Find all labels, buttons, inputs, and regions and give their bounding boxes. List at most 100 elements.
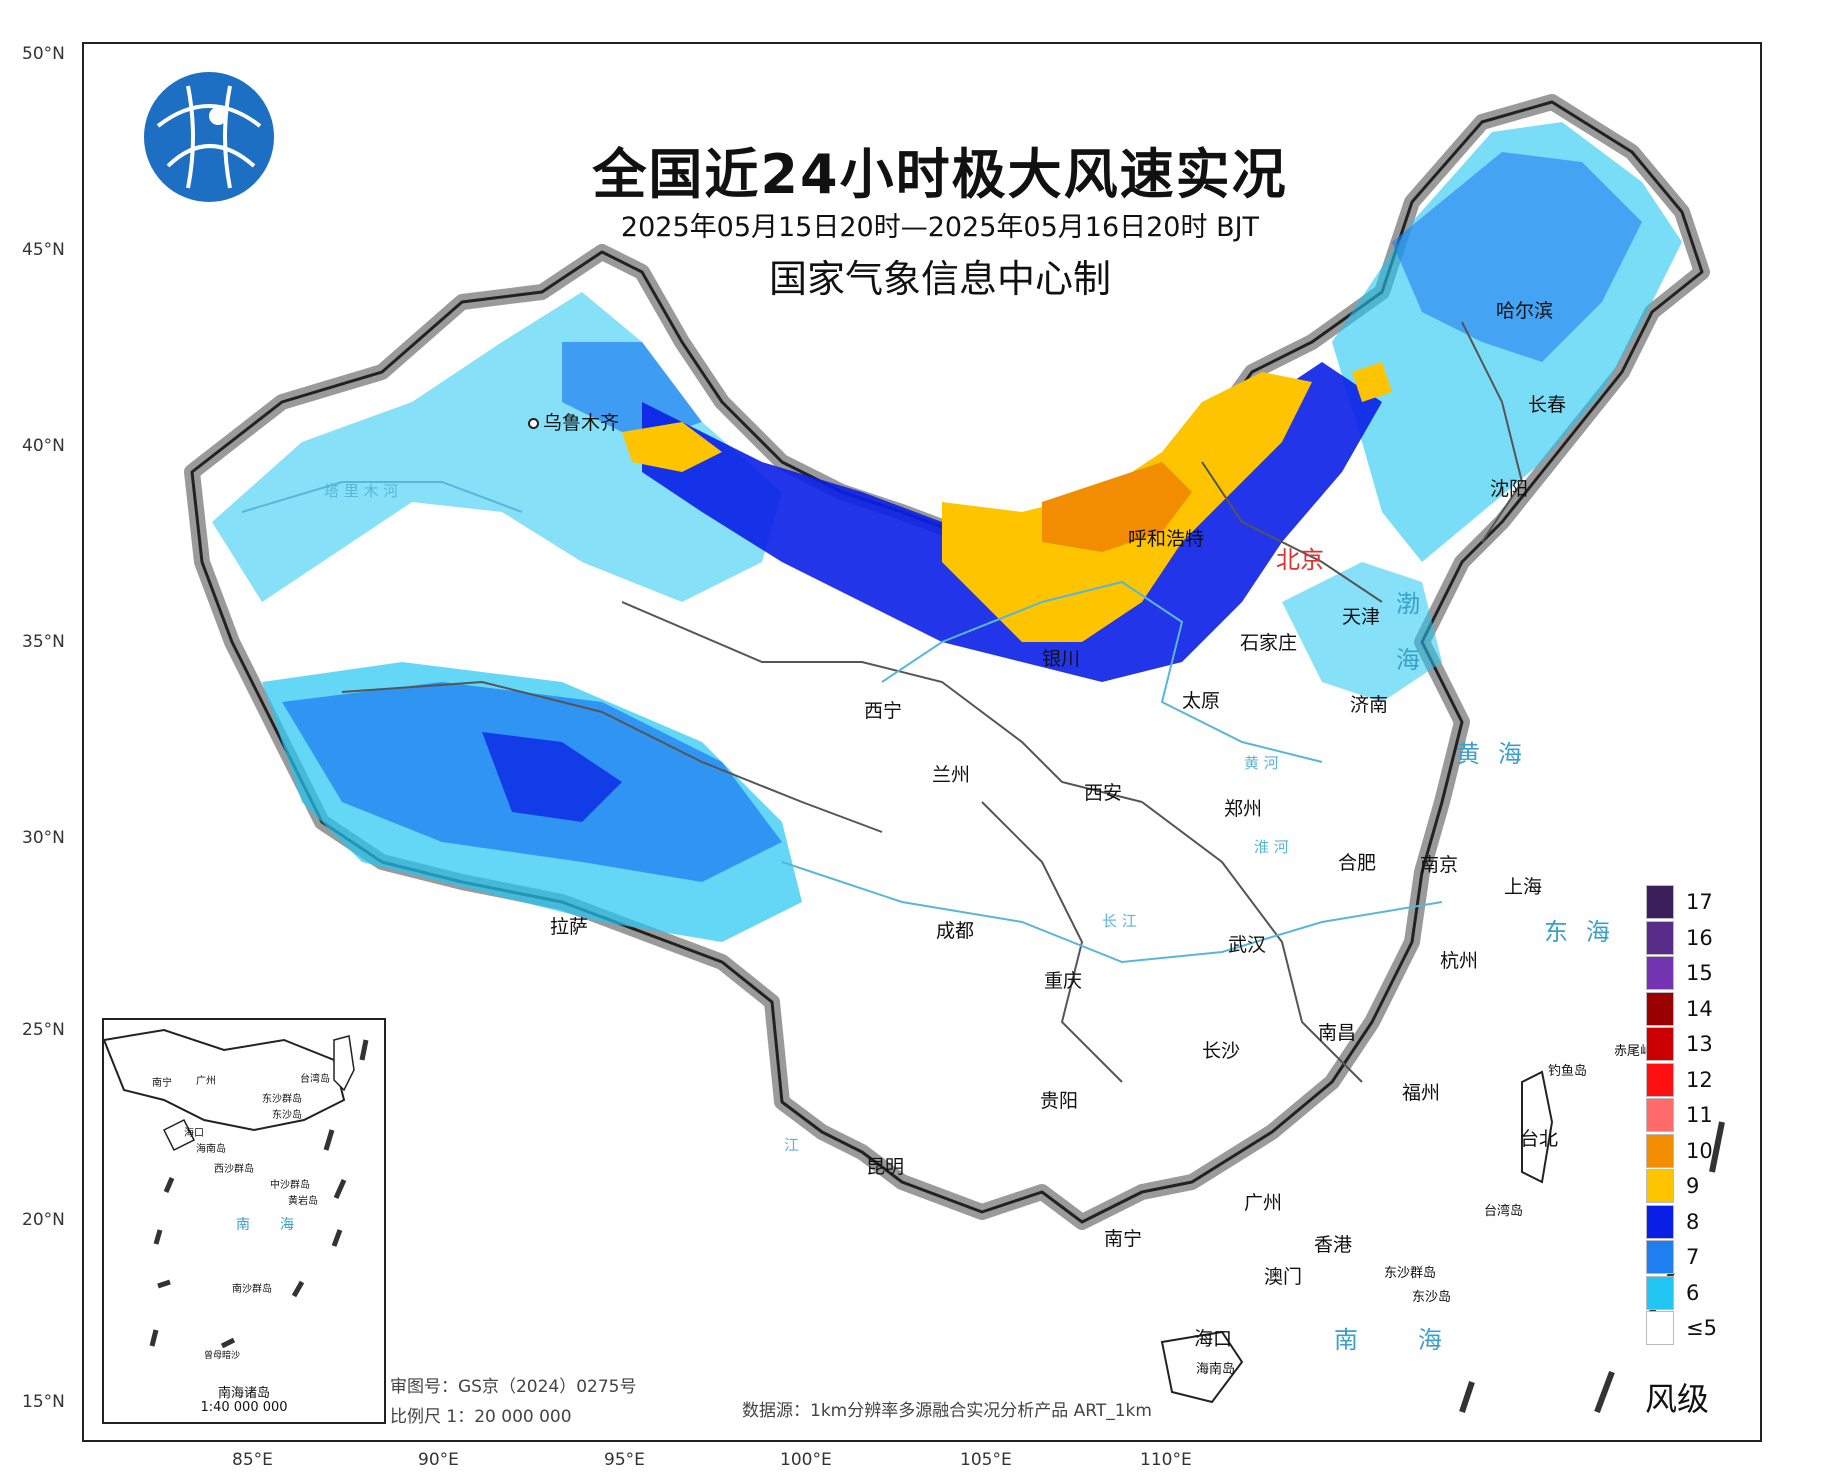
map-scale: 比例尺 1：20 000 000 (390, 1407, 572, 1427)
city-jinan: 济南 (1350, 694, 1389, 716)
taiwan-island (1521, 1070, 1554, 1184)
inset-map (104, 1028, 369, 1349)
lon-label-110: 110°E (1140, 1450, 1192, 1470)
city-yinchuan: 银川 (1042, 648, 1081, 670)
city-shijiazhuang: 石家庄 (1240, 632, 1298, 654)
wind-zone-8-tibet (482, 732, 622, 822)
inset-label-nansha: 南沙群岛 (232, 1284, 272, 1295)
lat-label-15: 15°N (22, 1392, 65, 1412)
legend-swatch-0 (1646, 885, 1674, 919)
city-changchun: 长春 (1528, 394, 1567, 416)
inset-label-huangyan: 黄岩岛 (288, 1196, 318, 1207)
city-guangzhou: 广州 (1244, 1192, 1283, 1214)
inset-label-nanning: 南宁 (152, 1078, 172, 1089)
wind-zone-7-northeast (1392, 152, 1642, 362)
wind-zone-9-patch (1352, 362, 1392, 402)
river-huanghe (881, 580, 1323, 763)
lon-label-90: 90°E (418, 1450, 459, 1470)
city-chongqing: 重庆 (1044, 970, 1083, 992)
sea-bohai: 渤海 (1396, 590, 1420, 674)
legend-label-11: 6 (1686, 1280, 1700, 1305)
legend-swatch-3 (1646, 991, 1674, 1026)
city-wuhan: 武汉 (1228, 934, 1267, 956)
inset-label-hai: 海 (280, 1217, 294, 1233)
legend-swatch-2 (1646, 956, 1674, 990)
legend-swatch-5 (1646, 1062, 1674, 1097)
map-frame (82, 42, 1762, 1442)
city-nanjing: 南京 (1420, 854, 1459, 876)
inset-label-hainan: 海南岛 (196, 1144, 226, 1155)
inset-label-nan: 南 (236, 1217, 250, 1233)
city-changsha: 长沙 (1202, 1040, 1241, 1062)
lat-label-20: 20°N (22, 1210, 65, 1230)
island-hainan: 海南岛 (1196, 1362, 1236, 1377)
city-kunming: 昆明 (866, 1156, 905, 1178)
map-title: 全国近24小时极大风速实况 (592, 143, 1288, 206)
city-haikou: 海口 (1194, 1328, 1233, 1350)
south-china-sea-inset: 南宁 广州 台湾岛 东沙群岛 东沙岛 海口 海南岛 西沙群岛 中沙群岛 黄岩岛 … (102, 1018, 386, 1424)
city-hefei: 合肥 (1338, 852, 1377, 874)
river-zhujiang-label: 江 (784, 1136, 800, 1154)
wind-map (184, 94, 1725, 1414)
map-maker: 国家气象信息中心制 (768, 257, 1111, 301)
wind-zone-9-xinjiang (622, 422, 722, 472)
legend-label-5: 12 (1686, 1067, 1713, 1092)
legend-label-3: 14 (1686, 996, 1713, 1021)
city-lhasa: 拉萨 (550, 916, 589, 938)
inset-label-zhongsha: 中沙群岛 (270, 1180, 310, 1191)
lon-label-95: 95°E (604, 1450, 645, 1470)
city-chengdu: 成都 (936, 920, 975, 942)
legend-swatch-8 (1646, 1169, 1674, 1203)
lat-label-30: 30°N (22, 828, 65, 848)
wind-zone-6-east (1282, 562, 1442, 702)
legend-label-12: ≤5 (1686, 1316, 1717, 1340)
city-guiyang: 贵阳 (1040, 1090, 1079, 1112)
city-shanghai: 上海 (1504, 876, 1543, 898)
inset-label-dongsha: 东沙群岛 (262, 1094, 302, 1105)
city-hohhot: 呼和浩特 (1128, 528, 1205, 550)
lat-label-35: 35°N (22, 632, 65, 652)
city-urumqi: 乌鲁木齐 (528, 408, 619, 435)
map-subtitle: 2025年05月15日20时—2025年05月16日20时 BJT (620, 212, 1260, 243)
legend-swatch-10 (1646, 1240, 1674, 1274)
city-xining: 西宁 (864, 700, 903, 722)
inset-label-guangzhou: 广州 (196, 1076, 216, 1087)
city-nanning: 南宁 (1104, 1228, 1143, 1250)
river-changjiang-label: 长 江 (1102, 912, 1137, 930)
legend-swatch-4 (1646, 1027, 1674, 1061)
lat-label-45: 45°N (22, 240, 65, 260)
legend-label-2: 15 (1686, 961, 1713, 985)
review-number: 审图号：GS京（2024）0275号 (390, 1377, 637, 1397)
city-tianjin: 天津 (1342, 606, 1381, 628)
inset-label-taiwan: 台湾岛 (300, 1074, 330, 1085)
lon-label-105: 105°E (960, 1450, 1012, 1470)
wind-zone-8 (642, 362, 1382, 682)
inset-label-dongsha-dao: 东沙岛 (272, 1110, 302, 1121)
city-taipei: 台北 (1520, 1128, 1559, 1150)
island-diaoyu: 钓鱼岛 (1548, 1064, 1588, 1079)
legend-swatch-7 (1646, 1133, 1674, 1168)
legend-title: 风级 (1645, 1380, 1710, 1418)
lon-label-85: 85°E (232, 1450, 273, 1470)
city-hangzhou: 杭州 (1440, 950, 1479, 972)
legend-label-1: 16 (1686, 925, 1713, 950)
cma-logo (142, 70, 276, 204)
sea-huanghai: 黄海 (1456, 740, 1540, 768)
legend-label-4: 13 (1686, 1032, 1713, 1056)
inset-label-zengmu: 曾母暗沙 (204, 1351, 241, 1361)
lat-label-50: 50°N (22, 44, 65, 64)
lat-label-25: 25°N (22, 1020, 65, 1040)
city-beijing: 北京 (1276, 546, 1324, 574)
legend-label-7: 10 (1686, 1138, 1713, 1163)
inset-label-haikou: 海口 (184, 1128, 204, 1139)
legend-label-0: 17 (1686, 890, 1713, 914)
inset-label-xisha: 西沙群岛 (214, 1164, 254, 1175)
legend-label-8: 9 (1686, 1174, 1700, 1198)
city-taiyuan: 太原 (1182, 690, 1221, 712)
city-nanchang: 南昌 (1318, 1022, 1357, 1044)
sea-donghai: 东海 (1544, 918, 1628, 946)
sea-nanhai: 南海 (1334, 1326, 1502, 1354)
wind-zone-10 (1042, 462, 1192, 552)
legend-swatch-6 (1646, 1098, 1674, 1132)
city-lanzhou: 兰州 (932, 764, 971, 786)
